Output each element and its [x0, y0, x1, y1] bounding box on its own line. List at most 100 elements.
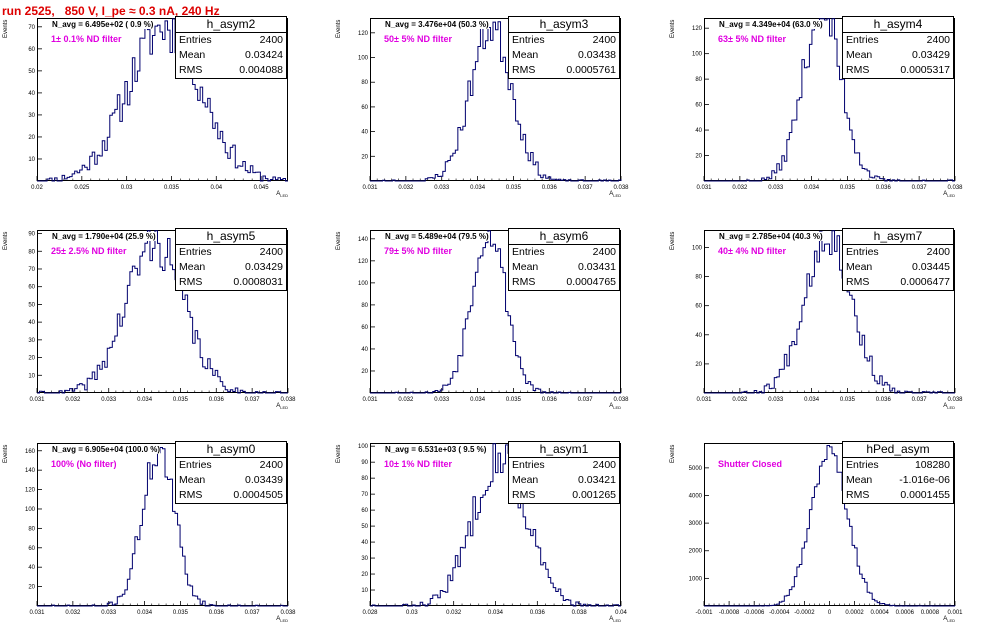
x-tick-label: 0.03: [121, 185, 133, 191]
stats-box: h_asym0 Entries 2400 Mean 0.03439 RMS 0.000450…: [175, 441, 287, 504]
x-tick-label: 0.033: [768, 185, 784, 191]
x-tick-label: 0.038: [947, 185, 963, 191]
stats-value-mean: 0.03424: [245, 49, 283, 61]
x-axis-label: ALED: [943, 616, 955, 623]
x-tick-label: 0.031: [362, 185, 378, 191]
x-tick-label: 0.037: [578, 185, 594, 191]
histogram-plot-h_asym6: 0.031 0.032 0.033 0.034 0.035 0.036 0.037 0.038…: [358, 230, 629, 403]
y-tick-label: 10: [361, 588, 368, 594]
x-tick-label: 0.0002: [845, 610, 864, 616]
histogram-series-h_asym0: [37, 447, 288, 607]
stats-value-mean: -1.016e-06: [899, 474, 950, 486]
y-axis-label: Events: [336, 231, 342, 250]
navg-label: N_avg = 4.349e+04 (63.0 %): [719, 20, 823, 29]
stats-row-entries: Entries 2400: [509, 245, 619, 260]
y-tick-label: 5000: [689, 466, 703, 472]
y-tick-label: 60: [361, 325, 368, 331]
y-tick-label: 40: [361, 540, 368, 546]
histogram-plot-h_asym0: 0.031 0.032 0.033 0.034 0.035 0.036 0.037 0.038…: [25, 443, 296, 616]
x-tick-label: 0.038: [572, 610, 588, 616]
stats-row-rms: RMS 0.004088: [176, 63, 286, 78]
filter-annotation: 25± 2.5% ND filter: [51, 246, 127, 256]
stats-value-rms: 0.0004765: [566, 276, 616, 288]
x-axis-label-main: A: [943, 616, 948, 622]
y-tick-label: 60: [695, 304, 702, 310]
y-tick-label: 80: [361, 476, 368, 482]
stats-label-rms: RMS: [512, 276, 536, 288]
histogram-series-h_asym4: [704, 18, 955, 182]
stats-row-rms: RMS 0.0008031: [176, 275, 286, 290]
x-tick-label: 0.033: [768, 397, 784, 403]
y-tick-label: 20: [695, 154, 702, 160]
stats-value-rms: 0.004088: [239, 64, 283, 76]
stats-row-entries: Entries 108280: [843, 458, 953, 473]
x-tick-label: 0.037: [578, 397, 594, 403]
x-tick-label: 0.037: [912, 397, 928, 403]
stats-value-rms: 0.0004505: [233, 489, 283, 501]
x-tick-label: 0.032: [732, 185, 748, 191]
y-axis-label: Events: [3, 444, 9, 463]
stats-label-mean: Mean: [179, 474, 206, 486]
stats-label-mean: Mean: [846, 261, 873, 273]
y-tick-label: 120: [358, 31, 369, 37]
stats-value-mean: 0.03429: [245, 261, 283, 273]
histogram-name: hPed_asym: [843, 442, 953, 458]
y-tick-label: 1000: [689, 576, 703, 582]
navg-label: N_avg = 2.785e+04 (40.3 %): [719, 232, 823, 241]
stats-value-entries: 2400: [592, 34, 616, 46]
histogram-series-h_asym2: [37, 18, 288, 182]
filter-annotation: 100% (No filter): [51, 459, 117, 469]
x-axis-label-subscript: LED: [280, 405, 288, 411]
y-tick-label: 140: [25, 468, 36, 474]
stats-row-mean: Mean -1.016e-06: [843, 473, 953, 488]
histogram-name: h_asym1: [509, 442, 619, 458]
x-tick-label: 0.037: [245, 610, 261, 616]
y-tick-label: 60: [361, 105, 368, 111]
stats-value-mean: 0.03429: [912, 49, 950, 61]
stats-value-rms: 0.0001455: [900, 489, 950, 501]
y-tick-label: 70: [361, 492, 368, 498]
x-tick-label: -0.0002: [794, 610, 815, 616]
histogram-plot-h_asym3: 0.031 0.032 0.033 0.034 0.035 0.036 0.037 0.038…: [358, 18, 629, 191]
y-tick-label: 50: [28, 302, 35, 308]
stats-label-rms: RMS: [179, 489, 203, 501]
y-tick-label: 2000: [689, 549, 703, 555]
y-tick-label: 120: [692, 26, 703, 32]
navg-label: N_avg = 1.790e+04 (25.9 %): [52, 232, 156, 241]
x-tick-label: 0.036: [209, 397, 225, 403]
stats-value-mean: 0.03445: [912, 261, 950, 273]
x-tick-label: 0.02: [31, 185, 43, 191]
x-tick-label: 0.0004: [871, 610, 890, 616]
x-axis-label-main: A: [943, 403, 948, 409]
y-tick-label: 50: [361, 524, 368, 530]
histogram-series-h_asym6: [370, 230, 621, 394]
x-tick-label: 0.032: [398, 185, 414, 191]
y-tick-label: 120: [25, 488, 36, 494]
x-axis-label-subscript: LED: [947, 405, 955, 411]
stats-label-entries: Entries: [512, 246, 545, 258]
y-tick-label: 80: [361, 303, 368, 309]
x-tick-label: 0.038: [613, 185, 629, 191]
stats-label-rms: RMS: [179, 64, 203, 76]
x-tick-label: 0.038: [947, 397, 963, 403]
y-tick-label: 40: [361, 130, 368, 136]
stats-row-rms: RMS 0.0006477: [843, 275, 953, 290]
filter-annotation: 40± 4% ND filter: [718, 246, 786, 256]
histogram-series-hPed_asym: [704, 445, 956, 607]
y-tick-label: 80: [28, 526, 35, 532]
stats-box: h_asym4 Entries 2400 Mean 0.03429 RMS 0.000531…: [842, 16, 954, 79]
stats-row-rms: RMS 0.001265: [509, 488, 619, 503]
x-tick-label: 0.032: [446, 610, 462, 616]
x-tick-label: 0.032: [398, 397, 414, 403]
stats-value-rms: 0.001265: [572, 489, 616, 501]
x-tick-label: 0.036: [876, 185, 892, 191]
x-tick-label: 0.031: [696, 185, 712, 191]
stats-label-mean: Mean: [512, 474, 539, 486]
stats-value-entries: 2400: [592, 246, 616, 258]
x-tick-label: 0.036: [542, 397, 558, 403]
histogram-name: h_asym2: [176, 17, 286, 33]
histogram-series-h_asym1: [370, 443, 621, 607]
x-axis-label-main: A: [276, 191, 281, 197]
x-tick-label: -0.0006: [744, 610, 765, 616]
y-tick-label: 30: [28, 113, 35, 119]
